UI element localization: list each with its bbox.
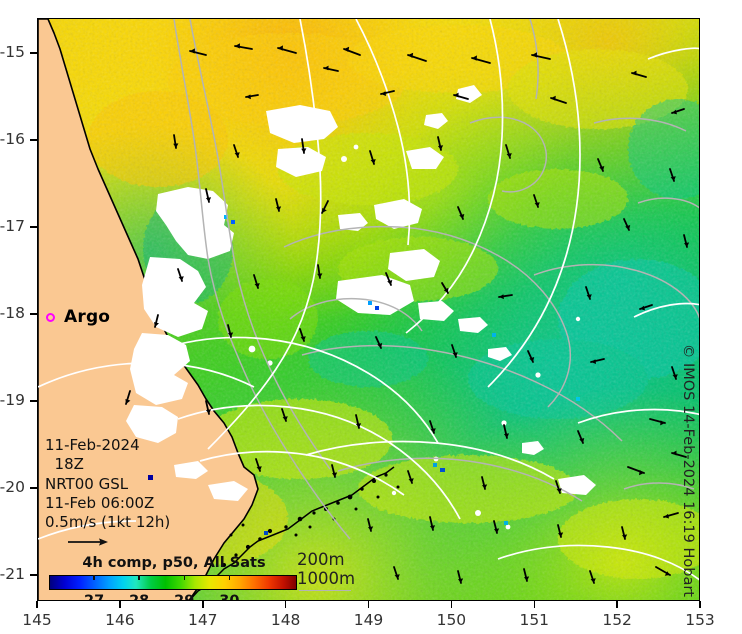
depth-legend-1000m: 1000m bbox=[297, 568, 356, 589]
x-axis-tick bbox=[533, 601, 535, 608]
info-line-product: NRT00 GSL bbox=[45, 474, 129, 493]
y-axis-tick bbox=[30, 487, 37, 489]
map-plot-area[interactable]: Argo 11-Feb-2024 18Z NRT00 GSL 11-Feb 06… bbox=[37, 18, 700, 601]
depth-legend-200m-label: 200m bbox=[297, 550, 345, 569]
x-axis-label: 153 bbox=[685, 611, 715, 629]
info-line-date: 11-Feb-2024 bbox=[45, 436, 140, 454]
x-axis-label: 150 bbox=[436, 611, 467, 629]
colorbar-tick-label: 28 bbox=[129, 593, 150, 601]
y-axis-label: -21 bbox=[0, 564, 25, 583]
colorbar-tick-label: 30 bbox=[219, 593, 240, 601]
x-axis-tick bbox=[450, 601, 453, 608]
y-axis-tick bbox=[30, 400, 37, 402]
colorbar-tick bbox=[93, 575, 95, 580]
vector-scale-arrow-icon bbox=[68, 538, 108, 546]
y-axis-label: -20 bbox=[0, 477, 25, 496]
sst-contours bbox=[38, 19, 699, 581]
cold-pixel-artefacts bbox=[148, 215, 580, 535]
x-axis-label: 149 bbox=[353, 611, 384, 629]
y-axis-tick bbox=[30, 574, 37, 576]
y-axis-label: -19 bbox=[0, 390, 25, 409]
x-axis-label: 147 bbox=[187, 611, 218, 629]
y-axis-label: -15 bbox=[0, 42, 25, 61]
colorbar-title: 4h comp, p50, All Sats bbox=[82, 555, 266, 571]
depth-contour-legend: 200m 1000m bbox=[297, 550, 356, 592]
y-axis-label: -18 bbox=[0, 303, 25, 322]
colorbar-tick bbox=[228, 575, 231, 580]
x-axis-tick bbox=[36, 601, 38, 608]
credit-text: © IMOS 14-Feb-2024 16:19 Hobart bbox=[680, 343, 696, 597]
depth-legend-1000m-label: 1000m bbox=[297, 568, 356, 588]
x-axis-tick bbox=[284, 601, 287, 608]
y-axis-tick bbox=[30, 52, 37, 54]
info-line-vectorscale: 0.5m/s (1kt 12h) bbox=[45, 513, 171, 532]
x-axis-label: 145 bbox=[22, 611, 52, 629]
colorbar-tick-label: 27 bbox=[83, 593, 105, 601]
y-axis-label: -16 bbox=[0, 129, 25, 148]
x-axis-tick bbox=[119, 601, 121, 608]
y-axis-label: -17 bbox=[0, 216, 25, 235]
info-line-hour: 18Z bbox=[45, 455, 84, 474]
x-axis-tick bbox=[699, 601, 701, 608]
argo-legend-label: Argo bbox=[64, 307, 111, 327]
x-axis-label: 151 bbox=[519, 611, 550, 629]
x-axis-label: 152 bbox=[602, 611, 632, 629]
y-axis-tick bbox=[30, 226, 37, 228]
x-axis-tick bbox=[202, 601, 204, 608]
cloud-gap-regions bbox=[126, 85, 596, 530]
x-axis-tick bbox=[367, 601, 370, 608]
argo-legend: Argo bbox=[46, 307, 110, 327]
colorbar-tick bbox=[183, 575, 186, 580]
x-axis-label: 148 bbox=[270, 611, 301, 629]
y-axis-tick bbox=[30, 139, 37, 141]
x-axis-tick bbox=[616, 601, 618, 608]
colorbar[interactable] bbox=[49, 575, 297, 590]
current-vectors bbox=[125, 43, 690, 584]
colorbar-tick-label: 29 bbox=[174, 593, 195, 601]
x-axis-label: 146 bbox=[105, 611, 135, 629]
depth-legend-1000m-swatch bbox=[299, 589, 351, 592]
colorbar-tick bbox=[138, 575, 140, 580]
info-text-block: 11-Feb-2024 18Z NRT00 GSL 11-Feb 06:00Z … bbox=[45, 436, 170, 532]
depth-legend-200m: 200m bbox=[297, 550, 355, 570]
map-overlay-layer bbox=[38, 19, 699, 600]
argo-marker-icon bbox=[46, 312, 55, 322]
y-axis-tick bbox=[30, 313, 37, 315]
info-line-basetime: 11-Feb 06:00Z bbox=[45, 493, 155, 512]
